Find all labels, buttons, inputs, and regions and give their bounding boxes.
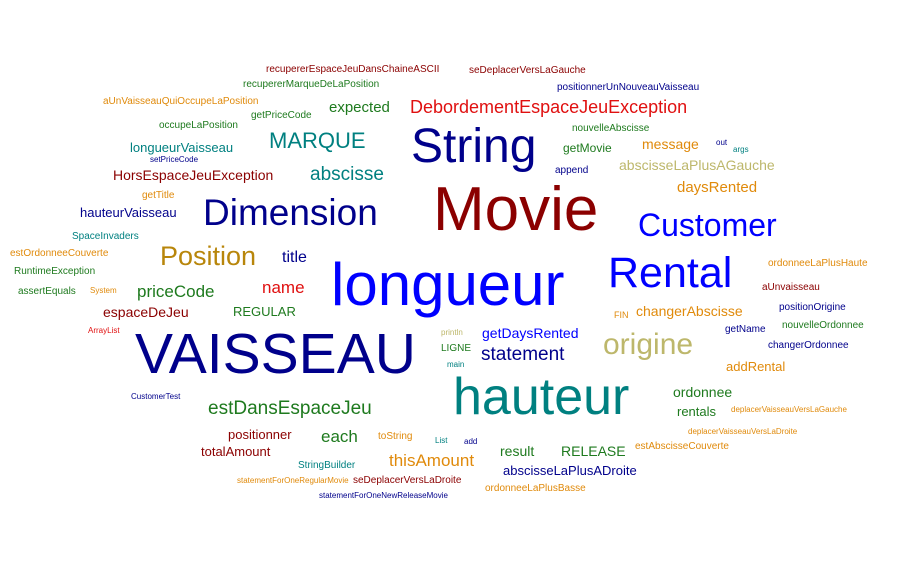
word: args [733, 145, 749, 154]
word: longueurVaisseau [130, 140, 234, 155]
word: rentals [677, 404, 717, 419]
word: List [435, 436, 448, 445]
word: recupererEspaceJeuDansChaineASCII [266, 64, 440, 75]
word: StringBuilder [298, 460, 356, 471]
word: thisAmount [389, 451, 475, 470]
word: espaceDeJeu [103, 304, 189, 320]
word: statementForOneNewReleaseMovie [319, 491, 448, 500]
word: aUnVaisseauQuiOccupeLaPosition [103, 96, 259, 107]
word: FIN [614, 310, 629, 320]
word: LIGNE [441, 343, 472, 354]
word: statement [481, 344, 565, 365]
word: abscisseLaPlusADroite [503, 463, 637, 478]
word: title [282, 249, 307, 266]
word: each [321, 427, 358, 446]
word: statementForOneRegularMovie [237, 476, 349, 485]
word: toString [378, 431, 413, 442]
word: setPriceCode [150, 155, 199, 164]
word: getTitle [142, 190, 175, 201]
word: name [262, 278, 305, 297]
word: VAISSEAU [135, 322, 416, 386]
word: estOrdonneeCouverte [10, 248, 109, 259]
word: hauteur [453, 368, 630, 426]
word: occupeLaPosition [159, 120, 238, 131]
word: seDeplacerVersLaGauche [469, 65, 586, 76]
word: SpaceInvaders [72, 231, 139, 242]
word: changerAbscisse [636, 303, 743, 319]
word: ArrayList [88, 326, 120, 335]
word: aUnvaisseau [762, 282, 820, 293]
word: estAbscisseCouverte [635, 441, 729, 452]
word: nouvelleAbscisse [572, 123, 650, 134]
word: daysRented [677, 179, 758, 196]
word: positionOrigine [779, 302, 846, 313]
word: DebordementEspaceJeuException [410, 97, 688, 117]
word: abscisseLaPlusAGauche [619, 157, 775, 173]
word: RELEASE [561, 443, 626, 459]
word: Dimension [203, 192, 378, 233]
word: append [555, 165, 589, 176]
word: String [411, 120, 537, 173]
word: ordonneeLaPlusHaute [768, 258, 868, 269]
word: add [464, 437, 478, 446]
word: System [90, 286, 117, 295]
word: positionnerUnNouveauVaisseau [557, 82, 700, 93]
word: getName [725, 324, 766, 335]
word: println [441, 328, 463, 337]
word: abscisse [310, 164, 384, 185]
word: origine [603, 328, 694, 361]
word: priceCode [137, 282, 215, 301]
word: Position [160, 241, 257, 271]
word: Customer [638, 207, 777, 243]
word: ordonnee [673, 384, 733, 400]
word: recupererMarqueDeLaPosition [243, 79, 380, 90]
word: deplacerVaisseauVersLaGauche [731, 405, 847, 414]
word: RuntimeException [14, 266, 96, 277]
word: longueur [331, 251, 565, 318]
word: ordonneeLaPlusBasse [485, 483, 586, 494]
word: estDansEspaceJeu [208, 398, 372, 419]
word: deplacerVaisseauVersLaDroite [688, 427, 798, 436]
word: main [447, 360, 465, 369]
word: Rental [608, 249, 733, 297]
word: totalAmount [201, 444, 271, 459]
word: HorsEspaceJeuException [113, 167, 274, 183]
word: message [642, 136, 699, 152]
word: getMovie [563, 141, 612, 155]
word: changerOrdonnee [768, 340, 849, 351]
word: hauteurVaisseau [80, 205, 177, 220]
word: REGULAR [233, 304, 296, 319]
word: getPriceCode [251, 110, 312, 121]
word: seDeplacerVersLaDroite [353, 475, 462, 486]
word: expected [329, 99, 390, 116]
word: MARQUE [269, 128, 366, 153]
word: addRental [726, 359, 786, 374]
word: out [716, 138, 728, 147]
word: Movie [433, 175, 599, 244]
word: result [500, 443, 535, 459]
word: CustomerTest [131, 392, 181, 401]
word: nouvelleOrdonnee [782, 320, 864, 331]
word: assertEquals [18, 286, 76, 297]
word: positionner [228, 427, 292, 442]
word: getDaysRented [482, 325, 579, 341]
